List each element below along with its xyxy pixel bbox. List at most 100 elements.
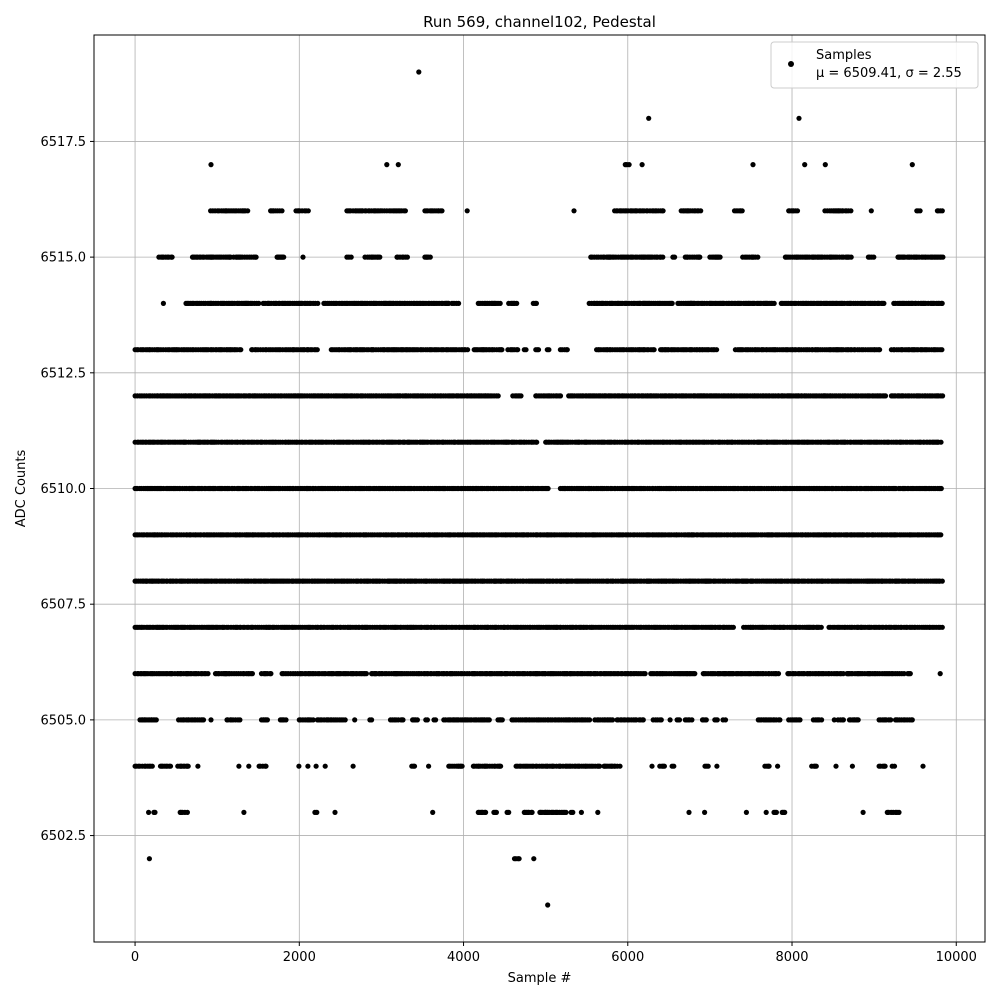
data-point — [704, 717, 709, 722]
data-point — [154, 717, 159, 722]
data-point — [300, 255, 305, 260]
data-point — [888, 717, 893, 722]
data-point — [405, 255, 410, 260]
data-point — [396, 162, 401, 167]
data-point — [238, 347, 243, 352]
data-point — [384, 162, 389, 167]
data-point — [487, 717, 492, 722]
data-point — [263, 764, 268, 769]
data-point — [718, 255, 723, 260]
data-point — [268, 671, 273, 676]
data-point — [802, 162, 807, 167]
data-point — [918, 208, 923, 213]
data-point — [698, 208, 703, 213]
data-point — [534, 301, 539, 306]
data-point — [369, 717, 374, 722]
data-point — [500, 717, 505, 722]
data-point — [518, 393, 523, 398]
data-point — [823, 162, 828, 167]
data-point — [250, 671, 255, 676]
data-point — [416, 69, 421, 74]
data-point — [323, 764, 328, 769]
data-point — [939, 486, 944, 491]
data-point — [910, 162, 915, 167]
data-point — [849, 255, 854, 260]
data-point — [364, 671, 369, 676]
data-point — [279, 208, 284, 213]
data-point — [523, 347, 528, 352]
data-point — [425, 717, 430, 722]
data-point — [201, 717, 206, 722]
data-point — [750, 162, 755, 167]
data-point — [797, 717, 802, 722]
data-point — [546, 347, 551, 352]
data-point — [565, 347, 570, 352]
data-point — [343, 717, 348, 722]
data-point — [514, 301, 519, 306]
data-point — [777, 717, 782, 722]
data-point — [848, 208, 853, 213]
data-point — [460, 764, 465, 769]
data-point — [640, 162, 645, 167]
data-point — [433, 717, 438, 722]
data-point — [400, 717, 405, 722]
data-point — [315, 301, 320, 306]
data-point — [610, 717, 615, 722]
data-point — [755, 255, 760, 260]
data-point — [536, 347, 541, 352]
data-point — [660, 255, 665, 260]
data-point — [352, 717, 357, 722]
data-point — [659, 717, 664, 722]
data-point — [587, 717, 592, 722]
data-point — [426, 764, 431, 769]
data-point — [856, 717, 861, 722]
data-point — [306, 208, 311, 213]
data-point — [939, 347, 944, 352]
data-point — [714, 347, 719, 352]
data-point — [415, 717, 420, 722]
data-point — [819, 717, 824, 722]
data-point — [796, 116, 801, 121]
data-point — [643, 671, 648, 676]
data-point — [772, 301, 777, 306]
data-point — [938, 440, 943, 445]
data-point — [208, 162, 213, 167]
data-point — [254, 255, 259, 260]
data-point — [161, 301, 166, 306]
data-point — [236, 764, 241, 769]
data-point — [170, 255, 175, 260]
data-point — [546, 486, 551, 491]
data-point — [499, 347, 504, 352]
data-point — [534, 440, 539, 445]
data-point — [296, 764, 301, 769]
data-point — [795, 208, 800, 213]
data-point — [841, 717, 846, 722]
data-point — [465, 347, 470, 352]
data-point — [195, 764, 200, 769]
data-point — [677, 717, 682, 722]
data-point — [265, 717, 270, 722]
data-point — [283, 717, 288, 722]
data-point — [938, 671, 943, 676]
data-point — [208, 717, 213, 722]
data-point — [940, 255, 945, 260]
data-point — [641, 717, 646, 722]
data-point — [697, 255, 702, 260]
data-point — [692, 671, 697, 676]
data-point — [428, 255, 433, 260]
data-point — [646, 116, 651, 121]
data-point — [498, 301, 503, 306]
data-point — [871, 255, 876, 260]
data-point — [883, 393, 888, 398]
data-point — [558, 393, 563, 398]
data-point — [689, 717, 694, 722]
data-point — [723, 717, 728, 722]
data-point — [940, 625, 945, 630]
data-point — [776, 671, 781, 676]
data-point — [571, 208, 576, 213]
data-point — [281, 255, 286, 260]
data-point — [245, 208, 250, 213]
data-point — [314, 764, 319, 769]
data-point — [652, 347, 657, 352]
